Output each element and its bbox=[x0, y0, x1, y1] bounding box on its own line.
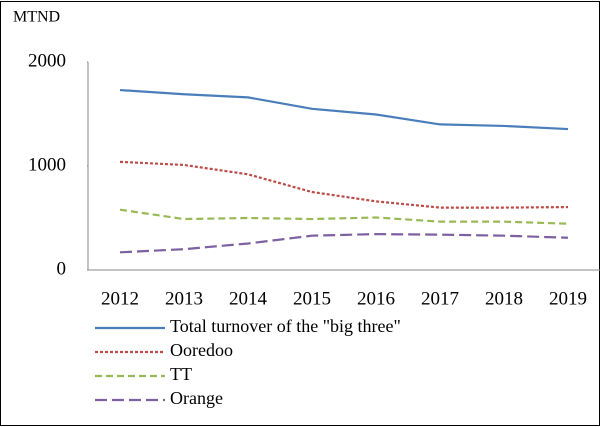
series-line bbox=[119, 88, 569, 131]
y-axis-label: MTND bbox=[13, 9, 60, 26]
legend-label: TT bbox=[170, 364, 192, 384]
y-tick-label: 1000 bbox=[28, 154, 66, 175]
x-tick-label: 2017 bbox=[421, 288, 459, 309]
y-tick-label: 2000 bbox=[28, 50, 66, 71]
series-line bbox=[119, 208, 569, 225]
legend-label: Ooredoo bbox=[170, 340, 233, 360]
x-tick-label: 2019 bbox=[549, 288, 587, 309]
x-tick-label: 2016 bbox=[357, 288, 395, 309]
legend-label: Total turnover of the "big three" bbox=[170, 316, 401, 336]
series-line bbox=[119, 160, 569, 209]
x-tick-label: 2015 bbox=[293, 288, 331, 309]
y-tick-label: 0 bbox=[57, 258, 67, 279]
legend-label: Orange bbox=[170, 388, 223, 408]
x-tick-label: 2018 bbox=[485, 288, 523, 309]
series-line bbox=[119, 233, 569, 254]
x-tick-label: 2012 bbox=[101, 288, 139, 309]
x-tick-label: 2014 bbox=[229, 288, 268, 309]
x-tick-label: 2013 bbox=[165, 288, 203, 309]
